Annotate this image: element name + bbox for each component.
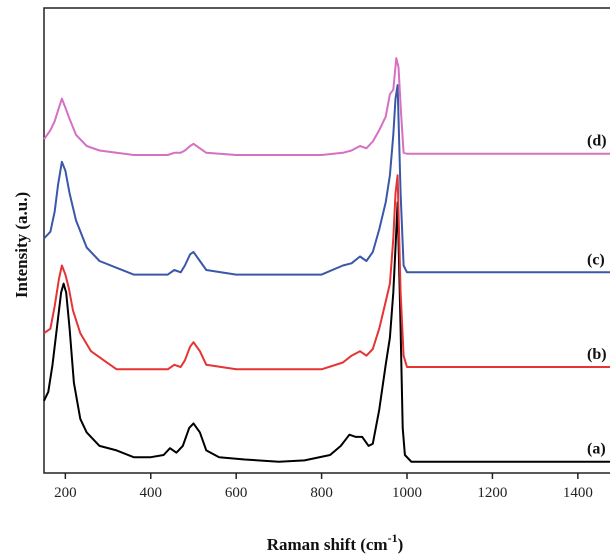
series-line-3 bbox=[43, 57, 610, 156]
x-tick-label: 600 bbox=[225, 485, 248, 501]
x-tick-label: 1000 bbox=[392, 485, 422, 501]
x-tick-label: 400 bbox=[140, 485, 163, 501]
series-labels: (a) (b) (c) (d) bbox=[587, 133, 607, 458]
x-tick-label: 200 bbox=[54, 485, 77, 501]
series-line-0 bbox=[43, 201, 610, 463]
x-tick-label: 1400 bbox=[563, 485, 593, 501]
x-axis-ticks: 200 400 600 800 1000 1200 1400 bbox=[54, 473, 593, 501]
y-axis-title: Intensity (a.u.) bbox=[12, 192, 31, 298]
series-line-1 bbox=[43, 174, 610, 371]
x-tick-label: 800 bbox=[310, 485, 333, 501]
series-label-3: (d) bbox=[587, 133, 607, 150]
x-tick-label: 1200 bbox=[477, 485, 507, 501]
series-lines bbox=[43, 57, 610, 463]
series-label-2: (c) bbox=[587, 251, 605, 268]
series-label-0: (a) bbox=[587, 441, 606, 458]
series-label-1: (b) bbox=[587, 346, 607, 363]
plot-frame bbox=[43, 7, 610, 474]
plot-border bbox=[43, 7, 610, 474]
series-line-2 bbox=[43, 84, 610, 276]
x-axis-title: Raman shift (cm-1) bbox=[267, 531, 404, 554]
